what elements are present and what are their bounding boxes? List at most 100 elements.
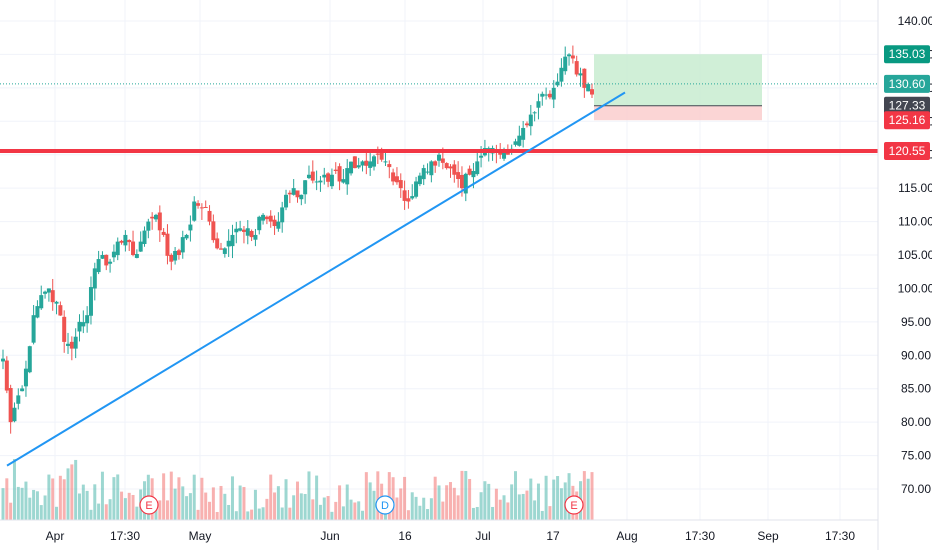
volume-bar bbox=[552, 479, 556, 520]
candle-body bbox=[176, 250, 181, 255]
candle-body bbox=[207, 210, 212, 222]
volume-bar bbox=[12, 458, 16, 520]
candle-body bbox=[333, 169, 338, 171]
price-tag-bg bbox=[884, 142, 930, 161]
candle-body bbox=[20, 388, 25, 392]
candle-body bbox=[567, 54, 572, 57]
candle-body bbox=[303, 180, 308, 195]
candle-body bbox=[433, 161, 438, 166]
volume-bar bbox=[506, 502, 510, 520]
candle-body bbox=[1, 358, 5, 362]
candle-body bbox=[77, 321, 82, 332]
volume-bar bbox=[89, 509, 93, 520]
candle-body bbox=[555, 81, 560, 86]
volume-bar bbox=[85, 490, 89, 520]
loss-zone bbox=[594, 105, 762, 121]
position-zones bbox=[594, 54, 762, 121]
candle-body bbox=[299, 194, 304, 200]
volume-bar bbox=[62, 479, 66, 520]
volume-bar bbox=[269, 474, 273, 520]
volume-bar bbox=[525, 490, 529, 520]
event-circle bbox=[564, 495, 584, 515]
candle-body bbox=[96, 259, 101, 273]
volume-bar bbox=[361, 510, 365, 520]
volume-bar bbox=[548, 506, 552, 520]
y-tick-label: 80.00 bbox=[901, 415, 931, 429]
candle-body bbox=[142, 230, 147, 244]
volume-bar bbox=[181, 486, 185, 520]
volume-bar bbox=[414, 496, 418, 520]
candle-body bbox=[264, 216, 269, 220]
candle-body bbox=[123, 234, 128, 246]
volume-bar bbox=[24, 481, 28, 520]
y-tick-label: 75.00 bbox=[901, 449, 931, 463]
volume-bar bbox=[158, 500, 162, 520]
candle-body bbox=[402, 190, 407, 201]
volume-bar bbox=[5, 478, 9, 520]
volume-bar bbox=[326, 496, 330, 520]
candle-body bbox=[153, 214, 158, 220]
y-tick-label: 110.00 bbox=[898, 215, 932, 229]
volume-bar bbox=[514, 471, 518, 520]
x-tick-label: Aug bbox=[616, 529, 637, 543]
candle-body bbox=[517, 135, 522, 146]
candle-body bbox=[371, 156, 376, 167]
price-tag: 127.33 bbox=[884, 96, 930, 115]
volume-bar bbox=[529, 478, 533, 520]
candle-body bbox=[429, 161, 434, 176]
candle-body bbox=[414, 181, 419, 197]
candle-body bbox=[169, 254, 174, 262]
volume-bar bbox=[586, 478, 590, 520]
candle-body bbox=[352, 156, 357, 169]
volume-bar bbox=[32, 489, 36, 520]
volume-bar bbox=[418, 505, 422, 520]
candle-body bbox=[241, 229, 246, 232]
volume-bar bbox=[491, 506, 495, 520]
volume-bar bbox=[192, 474, 196, 520]
candle-body bbox=[437, 154, 442, 161]
volume-bar bbox=[20, 487, 24, 520]
candle-body bbox=[215, 238, 220, 249]
volume-bar bbox=[556, 476, 560, 520]
candle-body bbox=[131, 241, 136, 255]
candle-body bbox=[211, 221, 216, 241]
volume-bar bbox=[533, 500, 537, 520]
candle-body bbox=[58, 305, 63, 316]
volume-bar bbox=[39, 505, 43, 520]
volume-bar bbox=[208, 501, 212, 520]
candle-body bbox=[540, 93, 545, 97]
candle-body bbox=[81, 322, 86, 327]
candle-body bbox=[192, 201, 197, 221]
volume-bar bbox=[468, 478, 472, 520]
event-label: D bbox=[381, 500, 389, 512]
volume-bar bbox=[471, 507, 475, 520]
candle-body bbox=[337, 166, 342, 182]
candle-body bbox=[134, 254, 139, 258]
volume-bar bbox=[177, 477, 181, 520]
volume-bar bbox=[169, 471, 173, 520]
volume-bar bbox=[452, 487, 456, 520]
candle-body bbox=[199, 207, 204, 209]
volume-bar bbox=[74, 459, 78, 520]
trend-line bbox=[6, 91, 626, 467]
candle-body bbox=[368, 161, 373, 168]
candle-body bbox=[253, 234, 258, 240]
candle-body bbox=[115, 241, 120, 256]
volume-bar bbox=[284, 479, 288, 520]
volume-bar bbox=[104, 504, 108, 520]
candle-body bbox=[138, 241, 143, 252]
volume-bar bbox=[35, 491, 39, 520]
candle-body bbox=[234, 228, 239, 233]
candle-body bbox=[379, 150, 384, 160]
candle-body bbox=[544, 94, 549, 96]
event-marker: E bbox=[564, 495, 584, 515]
volume-bar bbox=[445, 485, 449, 520]
profit-zone bbox=[594, 54, 762, 106]
candle-body bbox=[440, 158, 445, 163]
volume-bar bbox=[219, 485, 223, 520]
candle-body bbox=[559, 67, 564, 82]
volume-bar bbox=[93, 484, 97, 520]
volume-bar bbox=[567, 473, 571, 520]
